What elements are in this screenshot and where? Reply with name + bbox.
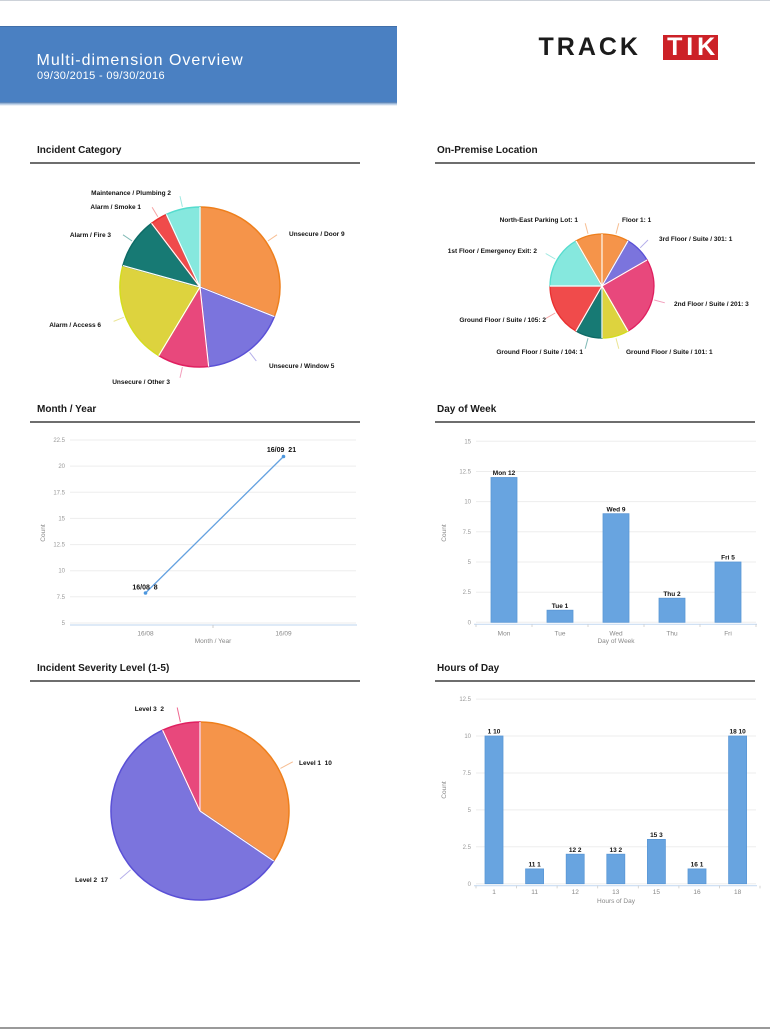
svg-text:Alarm / Access 6: Alarm / Access 6 (49, 322, 101, 329)
svg-text:Thu 2: Thu 2 (663, 591, 681, 598)
svg-text:Ground Floor / Suite / 104: 1: Ground Floor / Suite / 104: 1 (496, 349, 583, 356)
svg-text:Month / Year: Month / Year (195, 638, 232, 645)
svg-text:Count: Count (40, 524, 47, 542)
svg-text:11 1: 11 1 (528, 862, 541, 869)
svg-text:7.5: 7.5 (463, 771, 472, 777)
svg-text:15: 15 (464, 439, 471, 445)
svg-text:15 3: 15 3 (650, 832, 663, 839)
svg-text:12.5: 12.5 (53, 543, 65, 549)
svg-text:15: 15 (58, 516, 65, 522)
svg-text:15: 15 (653, 889, 661, 896)
svg-text:16/08: 16/08 (137, 631, 154, 638)
svg-text:12.5: 12.5 (459, 469, 471, 475)
svg-text:Fri: Fri (724, 631, 732, 638)
svg-text:2nd Floor / Suite / 201: 3: 2nd Floor / Suite / 201: 3 (674, 301, 749, 308)
svg-text:13: 13 (612, 889, 620, 896)
svg-text:1 10: 1 10 (488, 729, 501, 736)
svg-text:Ground Floor / Suite / 105: 2: Ground Floor / Suite / 105: 2 (459, 317, 546, 324)
svg-text:Level 2 17: Level 2 17 (75, 877, 108, 884)
svg-text:North-East Parking Lot: 1: North-East Parking Lot: 1 (500, 217, 579, 224)
svg-text:5: 5 (468, 808, 472, 814)
svg-text:10: 10 (464, 734, 471, 740)
svg-text:7.5: 7.5 (57, 595, 66, 601)
svg-text:12: 12 (572, 889, 580, 896)
svg-text:Fri 5: Fri 5 (721, 555, 735, 562)
svg-text:Unsecure / Window 5: Unsecure / Window 5 (269, 363, 335, 370)
svg-text:Tue 1: Tue 1 (552, 603, 569, 610)
svg-text:20: 20 (58, 464, 65, 470)
svg-text:17.5: 17.5 (53, 490, 65, 496)
svg-text:12 2: 12 2 (569, 847, 582, 854)
svg-text:Count: Count (441, 781, 448, 799)
svg-text:10: 10 (58, 569, 65, 575)
svg-text:0: 0 (468, 882, 472, 888)
svg-text:16/09: 16/09 (275, 631, 292, 638)
svg-text:16/09 21: 16/09 21 (267, 447, 296, 454)
svg-text:11: 11 (531, 889, 538, 896)
svg-text:Unsecure / Other 3: Unsecure / Other 3 (112, 379, 170, 386)
svg-text:0: 0 (468, 620, 472, 626)
svg-text:Wed: Wed (609, 631, 623, 638)
svg-text:Maintenance / Plumbing 2: Maintenance / Plumbing 2 (91, 190, 171, 197)
svg-text:16/08 8: 16/08 8 (132, 585, 157, 592)
svg-text:10: 10 (464, 500, 471, 506)
svg-text:1: 1 (492, 889, 496, 896)
svg-text:Wed 9: Wed 9 (606, 506, 625, 513)
svg-text:Mon: Mon (498, 631, 511, 638)
svg-text:12.5: 12.5 (459, 697, 471, 703)
svg-text:Alarm / Fire 3: Alarm / Fire 3 (70, 232, 112, 239)
svg-text:Level 1 10: Level 1 10 (299, 760, 332, 767)
svg-text:5: 5 (62, 621, 66, 627)
svg-text:Level 3 2: Level 3 2 (135, 706, 165, 713)
svg-text:Unsecure / Door 9: Unsecure / Door 9 (289, 231, 345, 238)
svg-text:18 10: 18 10 (729, 729, 746, 736)
svg-text:5: 5 (468, 560, 472, 566)
svg-text:16 1: 16 1 (691, 862, 704, 869)
svg-text:Count: Count (441, 524, 448, 542)
svg-text:22.5: 22.5 (53, 438, 65, 444)
svg-text:Day of Week: Day of Week (597, 638, 635, 645)
svg-text:2.5: 2.5 (463, 845, 472, 851)
svg-text:Ground Floor / Suite / 101: 1: Ground Floor / Suite / 101: 1 (626, 349, 713, 356)
svg-text:13 2: 13 2 (609, 847, 622, 854)
svg-text:Hours of Day: Hours of Day (597, 898, 636, 905)
svg-text:Thu: Thu (666, 631, 678, 638)
svg-text:7.5: 7.5 (463, 530, 472, 536)
svg-text:Mon 12: Mon 12 (493, 470, 516, 477)
svg-text:16: 16 (693, 889, 701, 896)
svg-text:Alarm / Smoke 1: Alarm / Smoke 1 (90, 204, 141, 211)
svg-text:18: 18 (734, 889, 742, 896)
svg-text:Tue: Tue (555, 631, 566, 638)
svg-text:Floor 1: 1: Floor 1: 1 (622, 217, 652, 224)
svg-text:1st Floor / Emergency Exit: 2: 1st Floor / Emergency Exit: 2 (448, 248, 538, 255)
svg-text:3rd Floor / Suite / 301: 1: 3rd Floor / Suite / 301: 1 (659, 236, 733, 243)
svg-text:2.5: 2.5 (463, 590, 472, 596)
